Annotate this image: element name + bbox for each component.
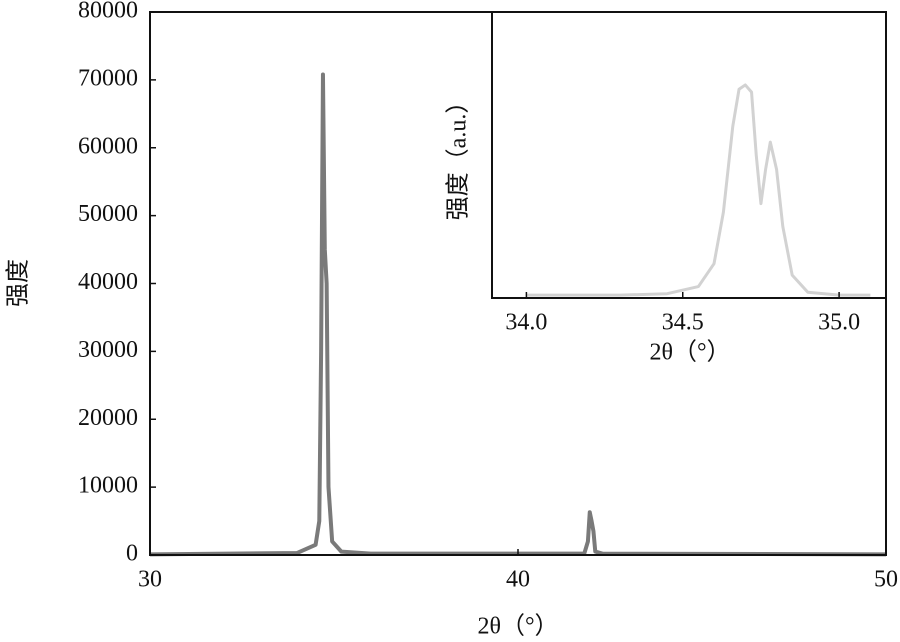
y-tick-label: 40000	[78, 269, 138, 295]
y-tick-label: 60000	[78, 133, 138, 159]
y-axis-label: 强度	[5, 259, 32, 307]
y-tick-label: 80000	[78, 0, 138, 24]
data-line	[149, 72, 887, 557]
x-axis-label: 2θ（°）	[649, 340, 730, 366]
axes-frame	[491, 11, 887, 299]
x-tick-label: 34.5	[662, 310, 704, 336]
y-tick-label: 20000	[78, 405, 138, 431]
y-tick-label: 70000	[78, 65, 138, 91]
y-tick-label: 30000	[78, 337, 138, 363]
y-tick-label: 50000	[78, 201, 138, 227]
x-tick-label: 34.0	[505, 310, 547, 336]
x-axis-label: 2θ（°）	[477, 614, 558, 640]
x-tick-label: 35.0	[818, 310, 860, 336]
y-axis-label: 强度（a.u.）	[445, 90, 472, 221]
data-line	[526, 83, 871, 297]
x-tick-label: 30	[138, 567, 162, 593]
y-tick-label: 10000	[78, 473, 138, 499]
plot-area	[492, 12, 886, 298]
x-tick-label: 40	[506, 567, 530, 593]
x-tick-label: 50	[874, 567, 898, 593]
y-tick-label: 0	[126, 541, 138, 567]
